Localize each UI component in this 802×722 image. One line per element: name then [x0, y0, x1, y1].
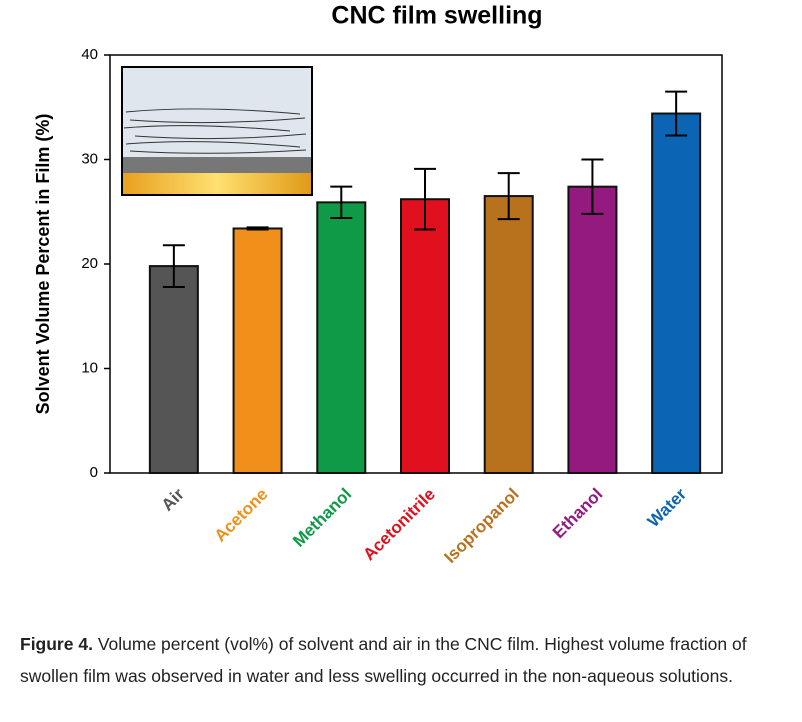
y-tick-label: 10	[81, 359, 98, 376]
x-tick-label: Methanol	[289, 485, 355, 551]
x-tick-label: Acetonitrile	[359, 485, 439, 565]
caption-label: Figure 4.	[20, 634, 93, 654]
bar	[148, 265, 199, 474]
error-bar	[330, 185, 353, 220]
chart-title: CNC film swelling	[331, 2, 542, 30]
bar	[316, 201, 367, 474]
x-tick-label: Air	[158, 484, 188, 514]
x-tick-label: Water	[644, 484, 691, 531]
error-bar	[246, 226, 269, 231]
x-tick-label: Ethanol	[549, 485, 607, 543]
chart: CNC film swelling Solvent Volume Percent…	[33, 2, 723, 567]
bar	[483, 195, 534, 474]
y-tick-label: 20	[81, 255, 98, 272]
bar	[232, 227, 283, 474]
y-tick-label: 40	[81, 46, 98, 63]
caption: Figure 4. Volume percent (vol%) of solve…	[20, 628, 782, 692]
error-bar	[414, 167, 436, 231]
bar	[651, 112, 702, 475]
y-axis-label: Solvent Volume Percent in Film (%)	[33, 114, 53, 415]
bar	[400, 198, 450, 475]
x-tick-label: Isopropanol	[440, 485, 522, 567]
error-bar	[162, 244, 185, 288]
inset-diagram	[121, 66, 313, 196]
error-bar	[581, 158, 604, 215]
bar	[567, 185, 618, 474]
error-bar	[665, 90, 688, 137]
y-tick-label: 0	[90, 464, 98, 481]
caption-text: Volume percent (vol%) of solvent and air…	[20, 634, 747, 686]
y-tick-label: 30	[81, 150, 98, 167]
error-bar	[497, 172, 520, 221]
x-tick-label: Acetone	[211, 485, 272, 546]
